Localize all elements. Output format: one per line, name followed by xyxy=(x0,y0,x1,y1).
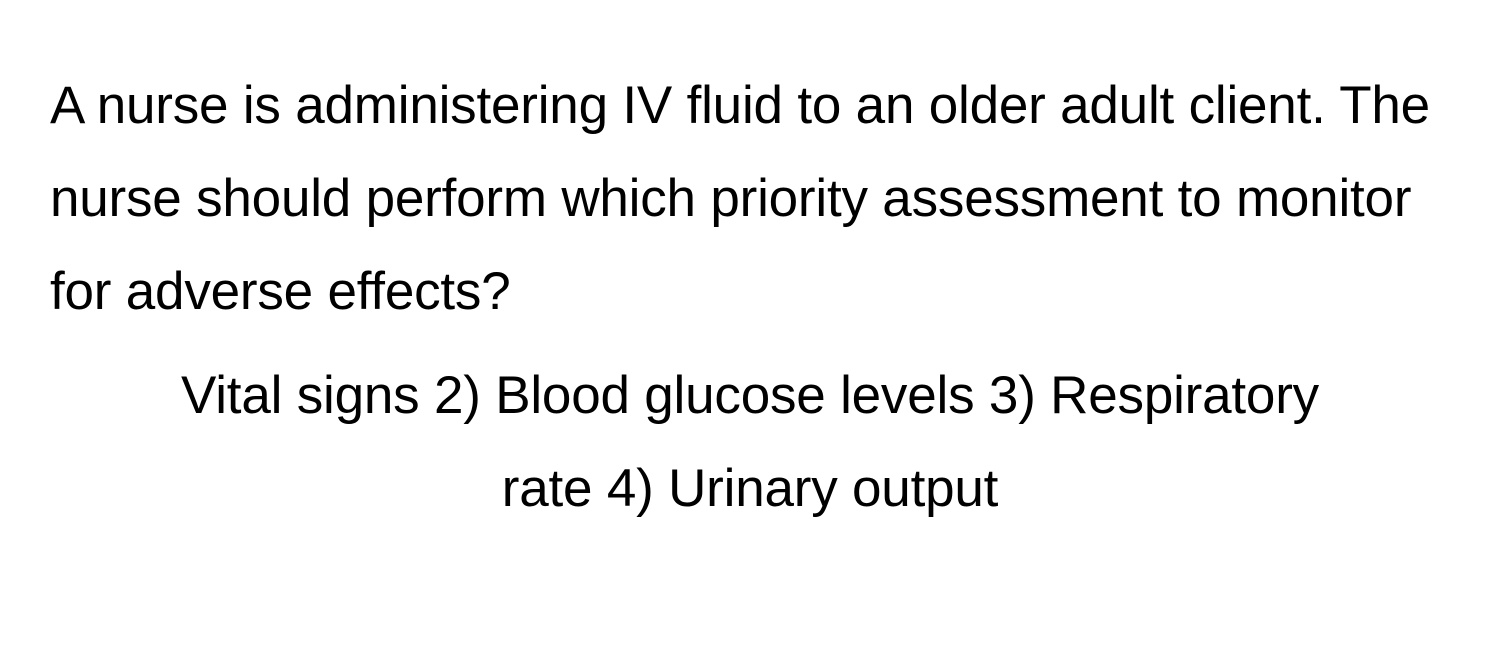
question-stem: A nurse is administering IV fluid to an … xyxy=(50,60,1450,338)
answer-options: Vital signs 2) Blood glucose levels 3) R… xyxy=(50,350,1450,536)
